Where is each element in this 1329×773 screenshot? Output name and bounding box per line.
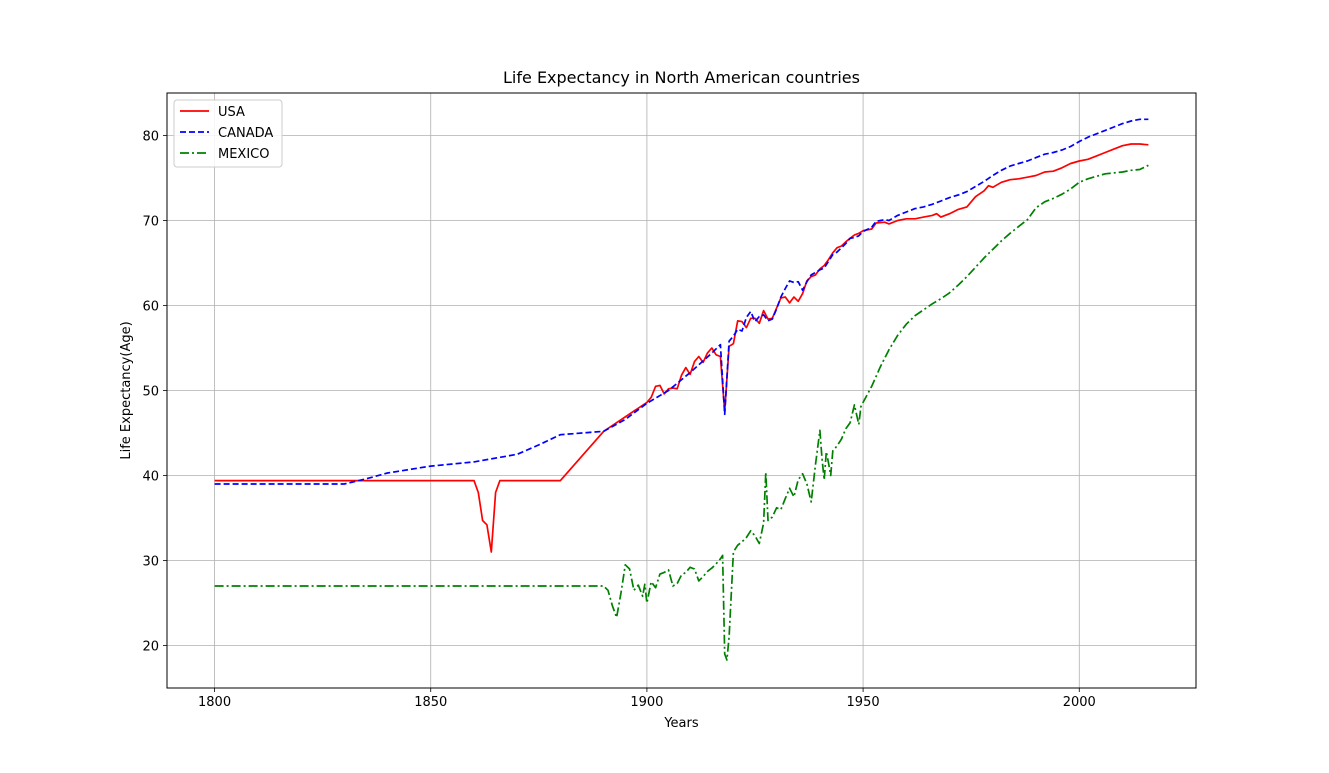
x-tick-label: 1950 [847,695,880,710]
x-tick-label: 1900 [630,695,663,710]
x-tick-label: 2000 [1063,695,1096,710]
y-tick-label: 50 [142,385,159,400]
y-tick-label: 40 [142,470,159,485]
legend-label-canada: CANADA [218,126,273,141]
series-line-mexico [214,164,1149,661]
legend-label-usa: USA [218,105,245,120]
series-line-usa [214,143,1149,553]
legend: USA CANADA MEXICO [173,99,283,168]
grid-lines [167,93,1196,688]
x-tick-label: 1850 [414,695,447,710]
axis-ticks: 1800 1850 1900 1950 2000 20 30 40 50 60 70 80 [142,130,1095,711]
legend-label-mexico: MEXICO [218,147,269,162]
x-tick-label: 1800 [198,695,231,710]
y-tick-label: 60 [142,300,159,315]
legend-box [173,99,283,168]
x-axis-title: Years [663,716,699,731]
y-axis-title: Life Expectancy(Age) [119,321,134,459]
series-lines [214,118,1149,661]
y-tick-label: 30 [142,555,159,570]
y-tick-label: 80 [142,130,159,145]
y-tick-label: 70 [142,215,159,230]
series-line-canada [214,118,1149,485]
y-tick-label: 20 [142,640,159,655]
chart-title: Life Expectancy in North American countr… [503,68,860,87]
